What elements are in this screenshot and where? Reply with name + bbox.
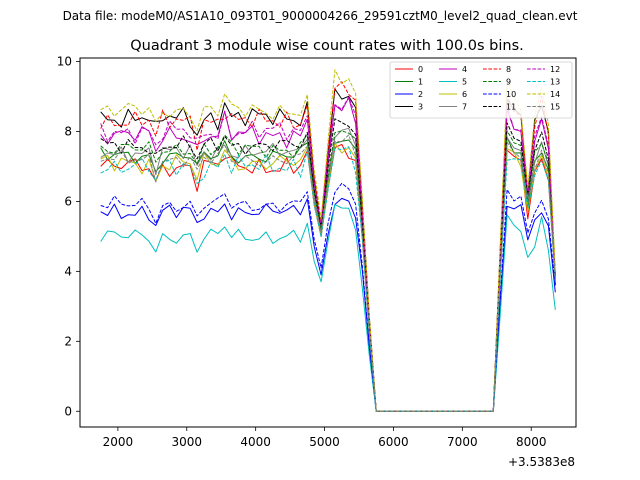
x-tick-label: 4000 — [240, 435, 271, 449]
legend-label-10: 10 — [506, 90, 516, 99]
legend-label-6: 6 — [462, 90, 467, 99]
plot-frame — [79, 57, 577, 428]
y-tick-label: 2 — [64, 334, 72, 348]
x-tick-label: 8000 — [516, 435, 547, 449]
legend-label-14: 14 — [550, 90, 560, 99]
x-tick-label: 7000 — [447, 435, 478, 449]
y-tick-label: 8 — [64, 124, 72, 138]
series-line-12 — [100, 96, 556, 412]
legend-label-11: 11 — [506, 103, 516, 112]
legend-label-0: 0 — [418, 65, 423, 74]
legend-label-2: 2 — [418, 90, 423, 99]
x-tick-label: 3000 — [172, 435, 203, 449]
legend-label-15: 15 — [550, 103, 560, 112]
y-tick-label: 6 — [64, 194, 72, 208]
legend-label-1: 1 — [418, 78, 423, 87]
y-tick-label: 4 — [64, 264, 72, 278]
legend-label-7: 7 — [462, 103, 467, 112]
series-line-9 — [100, 130, 556, 412]
x-offset-label: +3.5383e8 — [508, 455, 575, 469]
legend-box — [389, 61, 573, 119]
x-tick-label: 5000 — [309, 435, 340, 449]
series-layer — [100, 69, 556, 412]
data-file-label: Data file: modeM0/AS1A10_093T01_90000042… — [63, 9, 578, 23]
x-tick-label: 2000 — [103, 435, 134, 449]
legend-label-3: 3 — [418, 103, 423, 112]
series-line-15 — [100, 134, 556, 412]
y-tick-label: 0 — [64, 404, 72, 418]
legend-label-9: 9 — [506, 78, 511, 87]
x-axis-ticks: 2000 3000 4000 5000 6000 7000 8000 — [103, 427, 547, 449]
chart-title: Quadrant 3 module wise count rates with … — [130, 38, 524, 54]
legend-label-4: 4 — [462, 65, 467, 74]
x-tick-label: 6000 — [378, 435, 409, 449]
series-line-13 — [100, 146, 556, 412]
y-axis-ticks: 0 2 4 6 8 10 — [57, 54, 80, 418]
legend-label-5: 5 — [462, 78, 467, 87]
legend-label-8: 8 — [506, 65, 511, 74]
legend-label-12: 12 — [550, 65, 560, 74]
legend-label-13: 13 — [550, 78, 560, 87]
y-tick-label: 10 — [57, 54, 72, 68]
